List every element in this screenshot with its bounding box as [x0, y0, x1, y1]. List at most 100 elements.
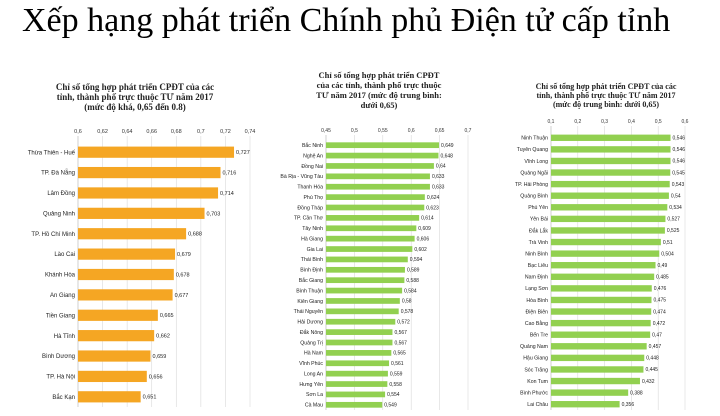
value-label: 0,504 [661, 251, 674, 257]
bar [551, 157, 671, 165]
bar [78, 228, 187, 240]
category-label: Long An [304, 371, 323, 377]
value-label: 0,558 [389, 382, 402, 388]
value-label: 0,561 [391, 361, 404, 367]
bar [551, 215, 666, 223]
value-label: 0,565 [393, 351, 406, 357]
value-label: 0,648 [440, 153, 453, 159]
category-label: Ninh Thuận [521, 136, 548, 142]
category-label: Nam Định [525, 275, 548, 281]
chart-panel-1: Chỉ số tổng hợp phát triển CPĐT của các … [4, 82, 266, 411]
bar [326, 298, 400, 304]
category-label: Sơn La [306, 392, 323, 398]
bar [78, 146, 235, 158]
bar [78, 166, 221, 179]
category-label: Nghệ An [303, 153, 323, 159]
chart-title-line: tỉnh, thành phố trực thuộc TƯ năm 2017 [56, 92, 214, 102]
category-label: Lào Cai [54, 252, 75, 258]
value-label: 0,633 [432, 184, 445, 190]
value-label: 0,49 [658, 263, 668, 269]
value-label: 0,623 [426, 205, 439, 211]
category-label: Hà Tĩnh [54, 334, 75, 340]
category-label: Tiền Giang [46, 313, 75, 319]
x-tick-label: 0,6 [408, 128, 415, 134]
chart-title-line: TƯ năm 2017 (mức độ trung bình: [316, 90, 442, 100]
value-label: 0,677 [175, 293, 189, 299]
value-label: 0,546 [673, 136, 686, 142]
value-label: 0,388 [630, 390, 643, 396]
value-label: 0,656 [149, 374, 163, 380]
category-label: Hưng Yên [299, 382, 323, 388]
value-label: 0,485 [656, 275, 669, 281]
value-label: 0,546 [673, 147, 686, 153]
x-tick-label: 0,5 [655, 119, 662, 125]
bar [326, 152, 439, 159]
category-label: Sóc Trăng [524, 367, 548, 373]
value-label: 0,714 [220, 191, 234, 197]
value-label: 0,58 [402, 299, 412, 305]
page-title: Xếp hạng phát triển Chính phủ Điện tử cấ… [22, 2, 671, 39]
category-label: Quảng Trị [300, 340, 323, 346]
bar [326, 204, 425, 211]
category-label: Bình Định [300, 268, 323, 274]
category-label: Trà Vinh [529, 240, 548, 246]
category-label: Kon Tum [527, 379, 548, 385]
bar [326, 308, 399, 315]
bar [326, 391, 386, 398]
value-label: 0,527 [667, 217, 680, 223]
category-label: Vĩnh Long [524, 159, 548, 165]
category-label: Yên Bái [530, 217, 548, 223]
category-label: Bắc Kạn [52, 394, 75, 401]
value-label: 0,665 [160, 313, 174, 319]
value-label: 0,727 [236, 150, 250, 156]
category-label: Hà Giang [301, 236, 323, 242]
x-tick-label: 0,62 [97, 129, 108, 135]
category-label: Điện Biên [526, 309, 549, 315]
category-label: Bình Dương [42, 354, 75, 360]
value-label: 0,54 [671, 193, 681, 199]
bar [326, 246, 413, 252]
bar-chart-svg: 0,1 0,2 0,3 0,4 0,5 0,6 Ninh Thuận 0,546 Tuyên Q… [515, 119, 689, 410]
x-tick-label: 0,68 [171, 129, 182, 135]
category-label: Hải Dương [297, 320, 323, 326]
chart-panel-2: Chỉ số tổng hợp phát triển CPĐT của các … [270, 70, 488, 411]
bar [551, 343, 647, 350]
bar [326, 277, 405, 284]
value-label: 0,662 [156, 334, 170, 340]
value-label: 0,47 [652, 332, 662, 338]
category-label: Kiên Giang [297, 299, 323, 305]
bar [326, 183, 430, 190]
category-label: Lâm Đồng [47, 191, 75, 197]
category-label: TP. Cần Thơ [294, 216, 324, 222]
value-label: 0,432 [642, 379, 655, 385]
value-label: 0,445 [645, 367, 658, 373]
bar [551, 262, 656, 269]
chart-title: Chỉ số tổng hợp phát triển CPĐT của các … [4, 82, 266, 112]
value-label: 0,567 [394, 340, 407, 346]
category-label: Lai Châu [527, 402, 548, 408]
chart-title-line: tỉnh, thành phố trực thuộc TƯ năm 2017 [536, 91, 676, 100]
value-label: 0,474 [653, 309, 666, 315]
bar [551, 401, 620, 408]
bar [326, 370, 388, 377]
value-label: 0,448 [646, 356, 659, 362]
category-label: Bình Thuận [296, 288, 323, 294]
category-label: Thanh Hóa [297, 185, 323, 191]
value-label: 0,688 [188, 232, 202, 238]
category-label: Hậu Giang [523, 356, 548, 362]
x-tick-label: 0,74 [245, 129, 256, 135]
category-label: Thừa Thiên - Huế [28, 150, 76, 156]
bar [326, 350, 392, 356]
x-tick-label: 0,45 [321, 128, 331, 134]
x-tick-label: 0,6 [682, 119, 689, 125]
bar [551, 285, 652, 292]
value-label: 0,649 [441, 143, 454, 149]
value-label: 0,609 [418, 226, 431, 232]
bar [551, 273, 655, 280]
bar [326, 163, 434, 169]
bar [326, 401, 383, 408]
category-label: Bắc Ninh [302, 142, 323, 149]
chart-panel-3: Chỉ số tổng hợp phát triển CPĐT của các … [495, 82, 717, 411]
category-label: Tuyên Quang [517, 147, 548, 153]
category-label: Bạc Liêu [528, 263, 548, 269]
